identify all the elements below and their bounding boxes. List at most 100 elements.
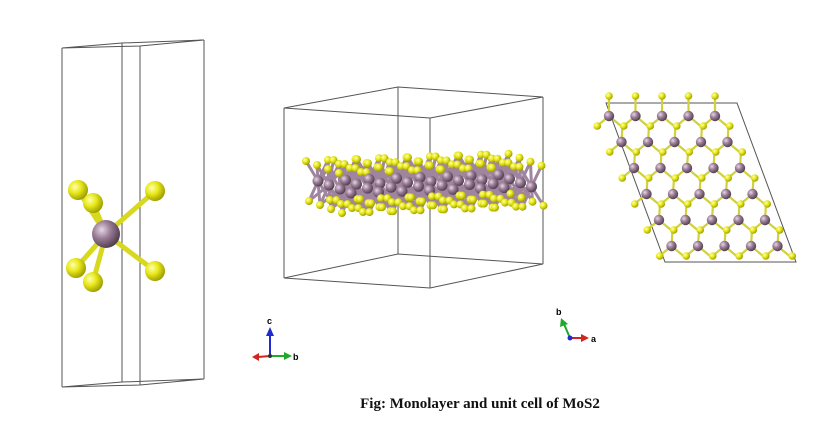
s-atom bbox=[83, 272, 103, 292]
axis-label-b: b bbox=[293, 352, 299, 362]
s-atom bbox=[416, 206, 425, 215]
s-atom bbox=[504, 149, 513, 158]
s-atom bbox=[711, 148, 720, 156]
s-atom bbox=[735, 252, 744, 260]
supercell-panel bbox=[283, 86, 548, 289]
s-atom bbox=[145, 181, 165, 201]
mo-atom bbox=[708, 162, 719, 174]
unit-cell-atoms bbox=[66, 180, 165, 292]
s-atom bbox=[458, 191, 466, 200]
s-atom bbox=[537, 161, 546, 170]
mo-atom bbox=[334, 183, 346, 195]
s-atom bbox=[501, 198, 509, 207]
s-atom bbox=[711, 92, 719, 100]
mo-atom bbox=[351, 178, 362, 190]
mo-atom bbox=[442, 171, 453, 182]
s-atom bbox=[788, 252, 797, 260]
s-atom bbox=[685, 148, 694, 156]
s-atom bbox=[761, 252, 770, 260]
mo-atom bbox=[667, 188, 679, 200]
s-atom bbox=[646, 122, 655, 130]
s-atom bbox=[491, 203, 499, 212]
s-atom bbox=[415, 157, 423, 166]
mo-atom bbox=[720, 188, 732, 200]
s-atom bbox=[313, 161, 321, 169]
mo-atom bbox=[642, 136, 654, 148]
mo-atom bbox=[374, 177, 386, 189]
s-atom bbox=[738, 148, 747, 156]
mo-atom bbox=[669, 136, 680, 148]
unit-cell-box bbox=[61, 39, 205, 388]
figure-caption: Fig: Monolayer and unit cell of MoS2 bbox=[360, 396, 600, 412]
s-atom bbox=[671, 174, 680, 182]
mo-atom bbox=[414, 171, 426, 183]
s-atom bbox=[593, 122, 602, 130]
s-atom bbox=[517, 193, 526, 202]
s-atom bbox=[428, 192, 436, 201]
mo-atom bbox=[447, 183, 459, 195]
s-atom bbox=[407, 193, 415, 202]
s-atom bbox=[696, 226, 705, 234]
s-atom bbox=[375, 163, 383, 172]
mo-atom bbox=[515, 177, 526, 189]
s-atom bbox=[388, 198, 396, 207]
mo-atom bbox=[745, 240, 757, 252]
mo-atom bbox=[680, 214, 691, 226]
mo-atom bbox=[641, 188, 652, 200]
mo-atom bbox=[413, 180, 424, 192]
top-view-panel bbox=[593, 92, 797, 263]
mo-atom bbox=[709, 110, 721, 122]
s-atom bbox=[466, 155, 474, 164]
s-atom bbox=[669, 226, 678, 234]
unit-cell-panel bbox=[61, 39, 205, 388]
s-atom bbox=[736, 200, 745, 208]
s-atom bbox=[399, 202, 407, 211]
mo-atom bbox=[385, 181, 397, 193]
s-atom bbox=[490, 194, 498, 203]
s-atom bbox=[145, 261, 165, 281]
mo-atom bbox=[759, 214, 771, 226]
axis-b-arrow bbox=[563, 323, 571, 339]
s-atom bbox=[338, 209, 346, 217]
mo-atom bbox=[464, 179, 475, 190]
mo-atom bbox=[683, 110, 694, 122]
s-atom bbox=[477, 159, 485, 168]
mo-atom bbox=[526, 181, 537, 193]
s-atom bbox=[506, 189, 515, 198]
s-atom bbox=[763, 200, 772, 208]
s-atom bbox=[450, 200, 458, 209]
axes-triad-1: c b bbox=[252, 316, 299, 362]
s-atom bbox=[389, 207, 397, 216]
mo-atom bbox=[733, 214, 744, 226]
s-atom bbox=[658, 148, 667, 156]
mo-atom bbox=[692, 240, 704, 252]
mo-atom bbox=[391, 172, 402, 184]
s-atom bbox=[644, 174, 653, 182]
mo-atom bbox=[772, 240, 783, 252]
s-atom bbox=[488, 163, 496, 172]
mo-atom bbox=[487, 178, 499, 190]
s-atom bbox=[364, 159, 372, 168]
s-atom bbox=[353, 155, 361, 164]
axes-triad-2: b a bbox=[556, 307, 597, 344]
s-atom bbox=[440, 205, 448, 214]
s-atom bbox=[324, 165, 332, 173]
s-atom bbox=[365, 208, 374, 217]
s-atom bbox=[337, 200, 345, 208]
s-atom bbox=[605, 92, 613, 100]
mo-atom bbox=[345, 187, 357, 199]
mo-atom bbox=[498, 182, 510, 194]
s-atom bbox=[418, 197, 426, 206]
s-atom bbox=[708, 252, 717, 260]
s-atom bbox=[429, 201, 437, 210]
mo-atom bbox=[655, 162, 666, 174]
s-atom bbox=[724, 174, 733, 182]
s-atom bbox=[632, 148, 641, 156]
mo-atom bbox=[92, 220, 120, 248]
s-atom bbox=[643, 226, 652, 234]
s-atom bbox=[479, 190, 487, 199]
s-atom bbox=[68, 180, 88, 200]
s-atom bbox=[480, 199, 488, 208]
s-atom bbox=[335, 169, 343, 177]
